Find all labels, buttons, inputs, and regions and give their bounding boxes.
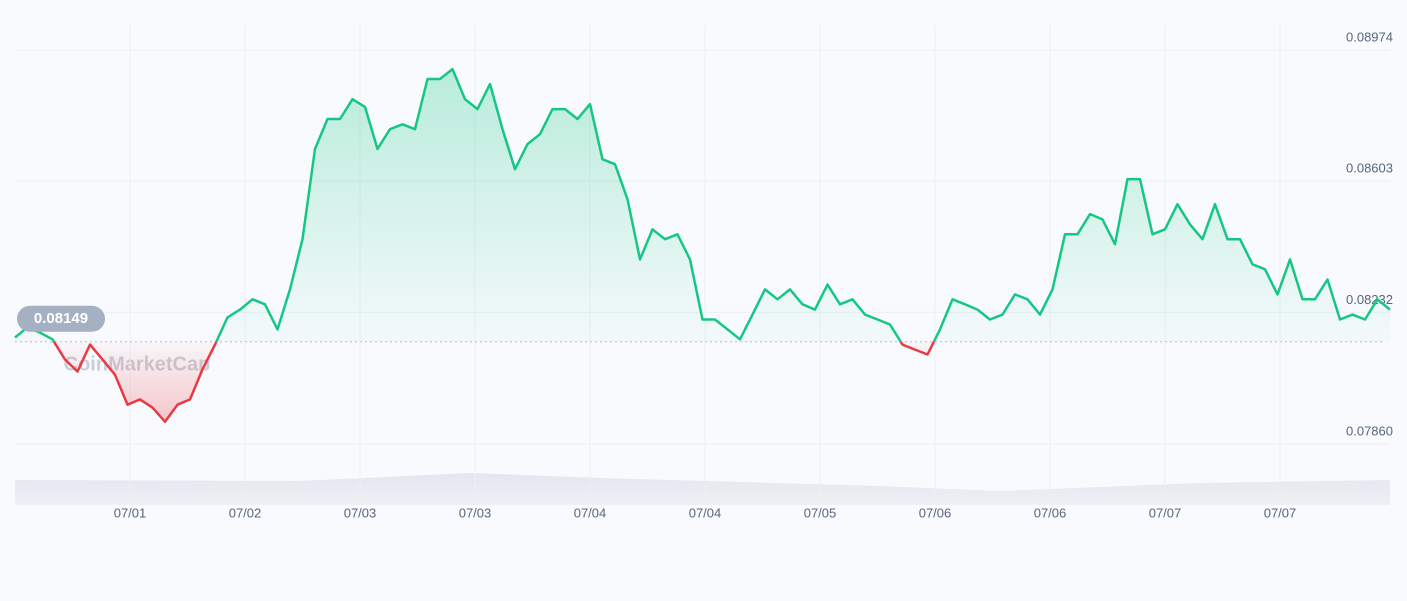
x-tick-label: 07/04 [574,505,607,520]
x-tick-label: 07/01 [114,505,147,520]
x-tick-label: 07/02 [229,505,262,520]
y-tick-label: 0.08603 [1346,161,1393,176]
x-tick-label: 07/03 [459,505,492,520]
baseline-badge [17,305,105,332]
y-tick-label: 0.07860 [1346,423,1393,438]
price-line [14,67,1391,423]
x-tick-label: 07/04 [689,505,722,520]
x-tick-label: 07/03 [344,505,377,520]
volume-band [15,473,1390,505]
x-tick-label: 07/06 [1034,505,1067,520]
baseline-label: 0.08149 [34,310,88,327]
y-tick-label: 0.08974 [1346,29,1393,44]
y-tick-label: 0.08232 [1346,292,1393,307]
x-tick-label: 07/06 [919,505,952,520]
x-tick-label: 07/07 [1149,505,1182,520]
x-tick-label: 07/07 [1264,505,1297,520]
area [15,69,1390,422]
x-tick-label: 07/05 [804,505,837,520]
